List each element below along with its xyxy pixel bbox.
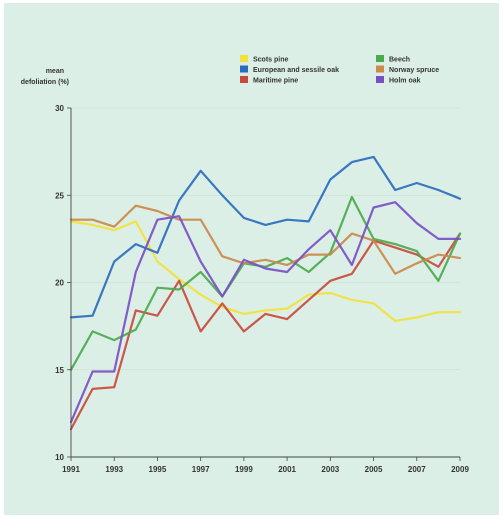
legend-swatch [376, 55, 384, 62]
legend-swatch [240, 55, 248, 62]
series-line-3 [69, 195, 462, 371]
x-tick-label: 1999 [235, 465, 253, 474]
tick-layer: 10 15 20 25 30 1991 1993 1995 1997 1999 2001 2003 20… [55, 104, 469, 474]
legend-label: Beech [389, 57, 410, 64]
legend-label: Maritime pine [253, 78, 298, 85]
x-tick-label: 2009 [451, 465, 469, 474]
legend-swatch [376, 65, 384, 73]
y-tick-label: 15 [55, 366, 64, 375]
x-tick-label: 2005 [365, 465, 383, 474]
legend-swatch [376, 76, 384, 83]
plot-grid [71, 107, 460, 458]
y-tick-label: 20 [55, 279, 64, 288]
x-tick-label: 2007 [408, 465, 426, 474]
x-tick-label: 1993 [105, 465, 123, 474]
y-tick-label: 10 [55, 453, 64, 462]
series-line-1 [69, 155, 462, 319]
legend-label: Holm oak [389, 78, 421, 85]
series-line-5 [69, 201, 462, 424]
y-tick-label: 25 [55, 191, 64, 200]
series-line-2 [69, 232, 462, 431]
legend-label: European and sessile oak [253, 67, 339, 74]
x-tick-label: 2003 [321, 465, 339, 474]
legend-label: Norway spruce [389, 67, 439, 74]
y-axis-label-line1: mean [46, 68, 64, 75]
series-line-4 [69, 204, 462, 275]
legend-label: Scots pine [253, 57, 289, 64]
series-layer [69, 155, 462, 431]
x-tick-label: 1991 [62, 465, 80, 474]
x-tick-label: 1995 [149, 465, 167, 474]
legend-swatch [240, 76, 248, 83]
x-tick-label: 1997 [192, 465, 210, 474]
legend: Scots pine European and sessile oak Mariti… [240, 55, 439, 85]
legend-swatch [240, 65, 248, 73]
series-line-0 [69, 220, 462, 322]
y-axis-label-line2: defoliation (%) [21, 79, 69, 86]
y-tick-label: 30 [55, 104, 64, 113]
x-tick-label: 2001 [278, 465, 296, 474]
chart-frame: mean defoliation (%) 10 15 20 25 30 1991 1993 1… [4, 3, 499, 515]
